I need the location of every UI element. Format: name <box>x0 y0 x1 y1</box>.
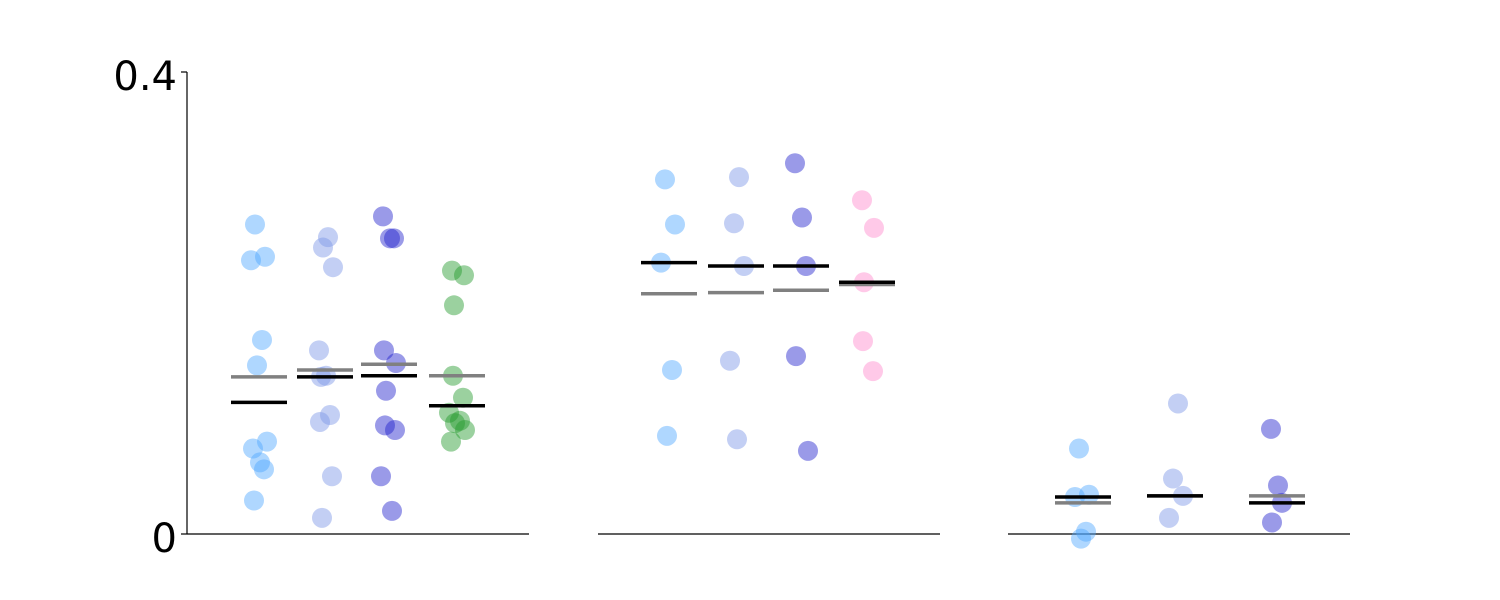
panel-2 <box>641 153 895 461</box>
data-point <box>374 340 394 361</box>
data-point <box>247 355 267 376</box>
data-point <box>254 459 274 480</box>
data-point <box>665 214 685 235</box>
data-point <box>655 169 675 190</box>
data-point <box>318 227 338 248</box>
group-1-2 <box>297 227 353 528</box>
data-point <box>380 228 400 249</box>
data-point <box>792 207 812 228</box>
data-point <box>1079 484 1099 505</box>
data-point <box>729 167 749 188</box>
data-point <box>724 213 744 234</box>
data-point <box>727 429 747 450</box>
group-1-1 <box>231 214 287 511</box>
data-point <box>309 340 329 361</box>
data-point <box>454 265 474 286</box>
data-point <box>720 350 740 371</box>
data-point <box>323 257 343 278</box>
data-point <box>382 500 402 521</box>
data-point <box>313 237 333 258</box>
data-point <box>1163 468 1183 489</box>
data-point <box>864 217 884 238</box>
data-point <box>450 410 470 431</box>
group-2-2 <box>708 167 764 450</box>
data-point <box>244 490 264 511</box>
data-point <box>384 228 404 249</box>
data-point <box>250 452 270 473</box>
group-3-1 <box>1055 438 1111 549</box>
data-point <box>385 420 405 441</box>
data-point <box>453 387 473 408</box>
data-point <box>373 206 393 227</box>
data-point <box>245 214 265 235</box>
data-point <box>322 466 342 487</box>
axes: 0.4 0 <box>113 54 1350 562</box>
data-point <box>310 411 330 432</box>
data-point <box>376 380 396 401</box>
data-point <box>439 402 459 423</box>
panel-1 <box>231 206 485 528</box>
data-point <box>312 507 332 528</box>
panel-3 <box>1055 393 1305 549</box>
group-1-4 <box>429 260 485 452</box>
data-point <box>1069 438 1089 459</box>
group-3-2 <box>1147 393 1203 528</box>
group-3-3 <box>1249 418 1305 533</box>
data-point <box>320 405 340 426</box>
data-point <box>1159 507 1179 528</box>
data-point <box>445 413 465 434</box>
group-2-3 <box>773 153 829 461</box>
data-marks <box>231 153 1305 549</box>
data-point <box>662 359 682 380</box>
data-point <box>444 295 464 316</box>
group-2-1 <box>641 169 697 446</box>
group-1-3 <box>361 206 417 521</box>
y-tick-label-max: 0.4 <box>113 54 177 100</box>
data-point <box>786 346 806 367</box>
data-point <box>241 250 261 271</box>
data-point <box>1071 528 1091 549</box>
data-point <box>798 440 818 461</box>
y-tick-label-min: 0 <box>152 516 177 562</box>
data-point <box>657 425 677 446</box>
data-point <box>863 361 883 382</box>
data-point <box>1268 475 1288 496</box>
data-point <box>243 438 263 459</box>
data-point <box>442 260 462 281</box>
data-point <box>1076 521 1096 542</box>
data-point <box>853 331 873 352</box>
data-point <box>785 153 805 174</box>
data-point <box>852 190 872 211</box>
data-point <box>1262 512 1282 533</box>
data-point <box>1168 393 1188 414</box>
data-point <box>257 431 277 452</box>
data-point <box>1261 418 1281 439</box>
group-2-4 <box>839 190 895 382</box>
data-point <box>252 329 272 350</box>
data-point <box>255 246 275 267</box>
data-point <box>371 466 391 487</box>
data-point <box>375 415 395 436</box>
data-point <box>441 431 461 452</box>
data-point <box>455 420 475 441</box>
